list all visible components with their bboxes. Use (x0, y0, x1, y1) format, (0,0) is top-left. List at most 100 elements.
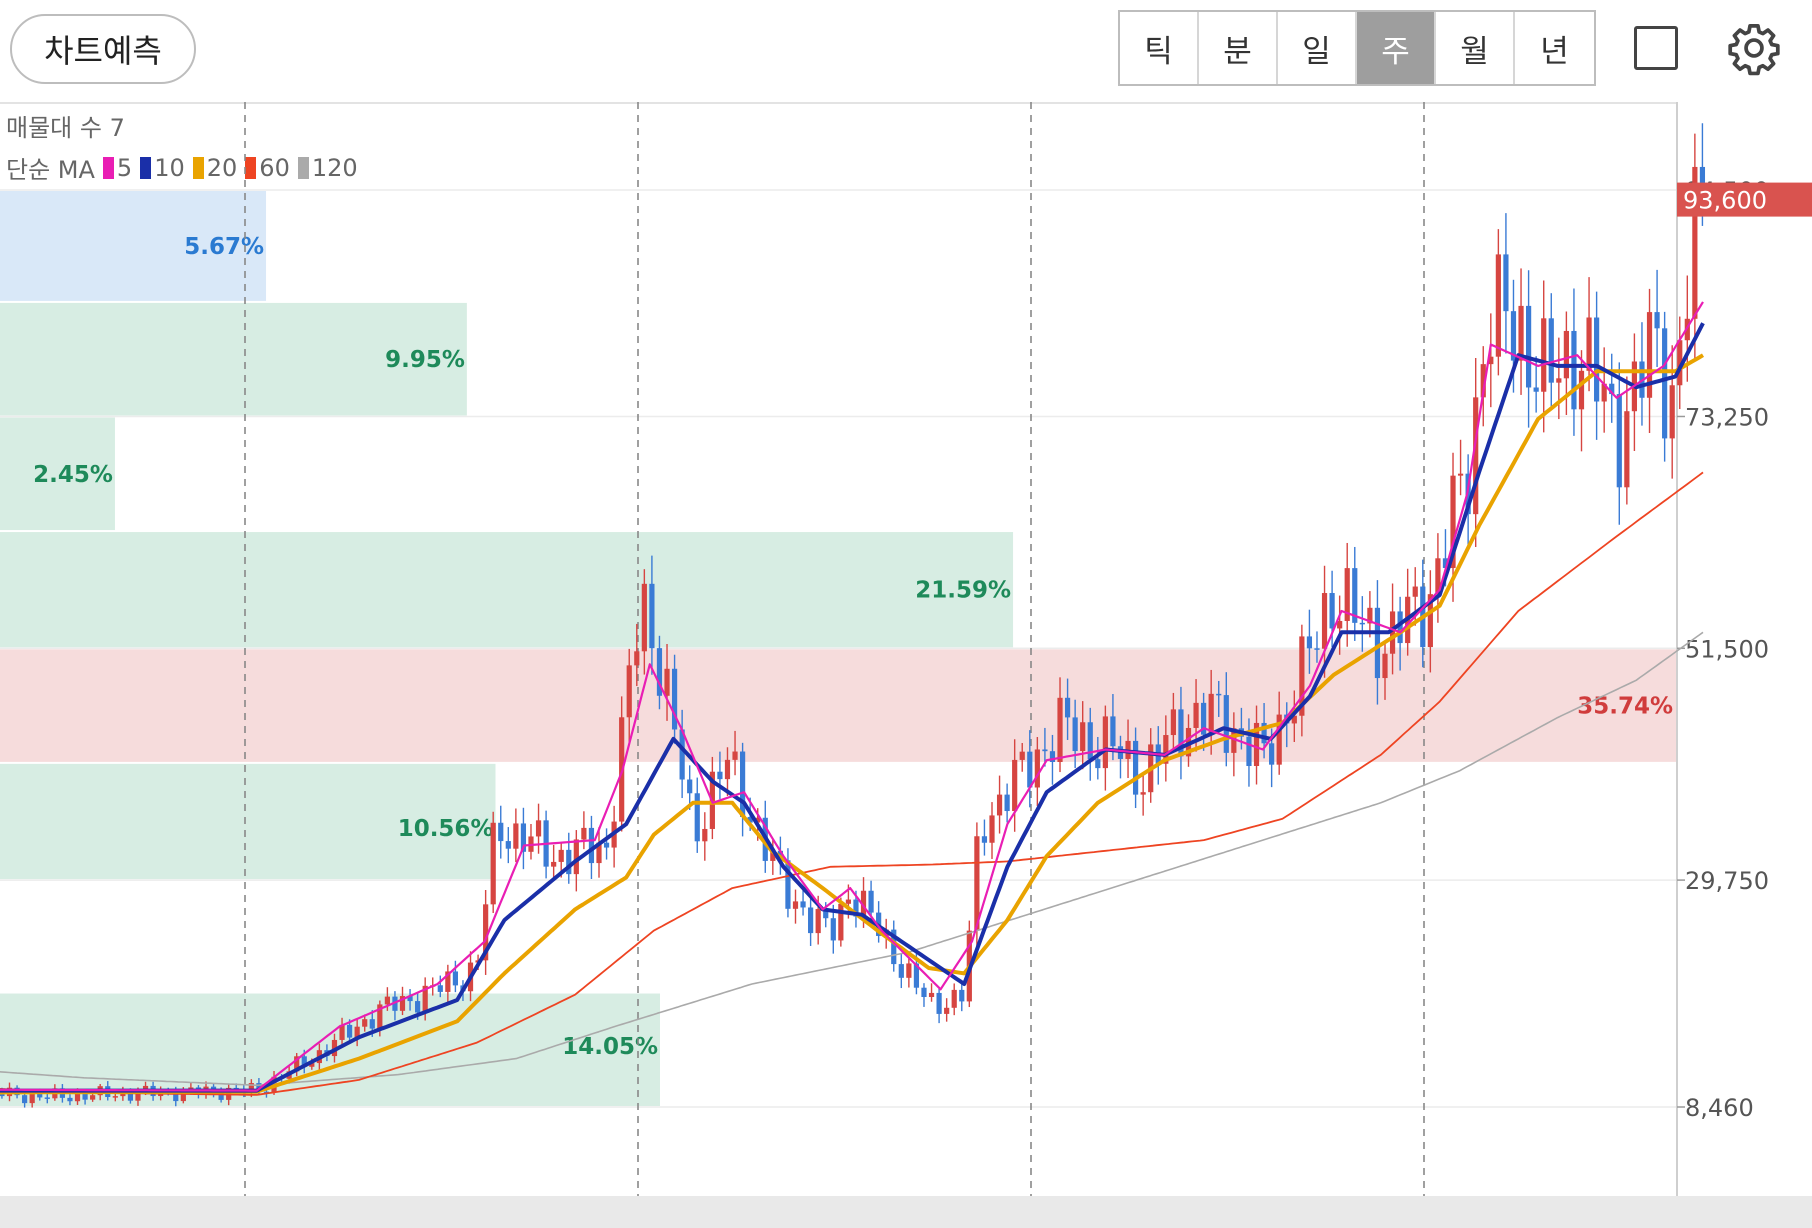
candle-down (823, 909, 829, 919)
period-minute-button[interactable]: 분 (1199, 12, 1278, 84)
candle-down (346, 1024, 353, 1038)
volume-profile-band (0, 649, 1677, 762)
candle-up (535, 820, 542, 837)
ma60-label: 60 (259, 153, 290, 182)
candle-up (1457, 473, 1464, 476)
candle-down (800, 901, 806, 908)
candle-up (1586, 317, 1592, 371)
candle-down (82, 1093, 88, 1100)
candle-up (248, 1083, 254, 1093)
candle-up (770, 850, 776, 861)
candle-down (747, 816, 753, 823)
candle-up (573, 839, 579, 875)
ma120-label: 120 (311, 153, 358, 182)
volume-profile-label: 9.95% (385, 347, 465, 373)
period-month-button[interactable]: 월 (1436, 12, 1515, 84)
candle-down (1110, 716, 1116, 747)
candle-up (483, 904, 489, 961)
candle-down (808, 907, 814, 934)
candle-down (687, 779, 693, 794)
candle-up (1102, 716, 1108, 769)
ma120-line (0, 631, 1704, 1087)
candle-down (739, 751, 746, 817)
ma10-label: 10 (154, 153, 185, 182)
candle-down (679, 729, 685, 780)
candle-up (1518, 305, 1524, 361)
candle-up (702, 828, 708, 842)
candle-down (1246, 736, 1252, 766)
candle-down (437, 985, 443, 992)
candle-up (1541, 318, 1547, 392)
period-year-button[interactable]: 년 (1540, 33, 1569, 70)
candle-down (1374, 607, 1381, 679)
chart-prediction-button[interactable]: 차트예측 (10, 14, 196, 84)
candle-down (1216, 693, 1222, 696)
candle-up (1057, 697, 1063, 762)
period-week-button[interactable]: 주 (1357, 12, 1436, 84)
x-axis-bar (0, 1196, 1812, 1228)
toolbar-divider (0, 102, 1812, 104)
candle-up (1291, 715, 1297, 724)
ma60-swatch (245, 156, 257, 179)
candle-down (1571, 330, 1577, 410)
candle-up (1012, 759, 1018, 812)
top-toolbar: 차트예측 틱 분 일 주 월 년 (0, 0, 1812, 102)
candle-up (928, 992, 935, 998)
candle-down (1223, 695, 1229, 753)
candle-up (1034, 749, 1040, 788)
candle-down (853, 899, 859, 917)
y-axis-tick-label: 73,250 (1685, 403, 1769, 431)
candle-down (1397, 611, 1403, 644)
candles (0, 123, 1706, 1108)
candle-up (815, 909, 821, 934)
candle-up (996, 794, 1003, 816)
volume-profile-band (0, 532, 1014, 648)
candle-down (830, 918, 836, 941)
candle-down (656, 648, 663, 696)
period-day-button[interactable]: 일 (1278, 12, 1357, 84)
candle-down (1594, 317, 1600, 402)
candle-up (974, 836, 980, 931)
candle-up (1367, 607, 1373, 624)
candle-down (1004, 794, 1010, 812)
candle-down (913, 963, 920, 988)
ma-legend: 단순 MA 5 10 20 60 120 (6, 150, 358, 185)
candle-up (513, 823, 519, 849)
candle-down (1132, 740, 1139, 795)
candlestick-chart[interactable]: 5.67% 9.95% 2.45% 21.59% 35.74% 10.56% 14.05% 8… (0, 102, 1812, 1196)
candle-down (44, 1097, 50, 1099)
candle-down (1359, 622, 1365, 625)
candle-up (944, 1007, 950, 1014)
candle-up (1276, 714, 1282, 765)
candle-down (505, 841, 511, 849)
candle-up (112, 1096, 118, 1098)
candle-up (1563, 330, 1569, 379)
candle-down (898, 964, 904, 978)
candle-up (1669, 385, 1675, 439)
candle-up (724, 759, 731, 780)
candle-down (452, 971, 459, 986)
candle-up (29, 1093, 35, 1104)
current-price-label: 93,600 (1683, 187, 1767, 215)
candle-down (1616, 394, 1622, 488)
candle-up (188, 1087, 194, 1090)
candle-down (498, 822, 504, 842)
candle-up (399, 996, 406, 1011)
period-tick-button[interactable]: 틱 (1120, 12, 1199, 84)
gear-icon[interactable] (1726, 20, 1782, 76)
candle-up (1480, 364, 1486, 398)
candle-up (1253, 722, 1260, 766)
candle-down (1042, 749, 1048, 752)
candle-up (362, 1019, 368, 1027)
candle-down (415, 1001, 421, 1013)
candle-down (921, 987, 927, 998)
candle-up (1344, 568, 1350, 621)
candle-up (339, 1024, 345, 1040)
ma120-swatch (297, 156, 309, 179)
candle-up (951, 989, 957, 1008)
candle-down (1049, 751, 1056, 762)
candle-down (407, 996, 413, 1002)
candle-up (1450, 475, 1456, 568)
candle-down (1699, 166, 1706, 192)
fullscreen-square-icon[interactable] (1634, 26, 1678, 70)
